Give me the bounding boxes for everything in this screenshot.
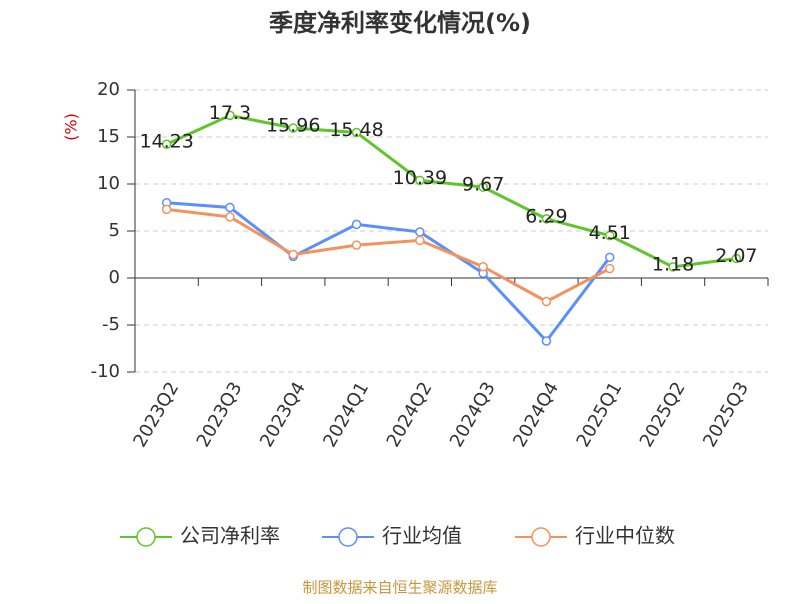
x-tick-label: 2024Q3 [446,379,500,451]
legend-marker [338,527,358,547]
data-point [351,240,362,250]
data-point [478,182,488,192]
x-tick-label: 2024Q4 [509,379,563,451]
data-point [161,204,172,215]
data-label: 15.96 [266,114,320,136]
data-label: 2.07 [715,245,757,267]
data-point [225,202,235,213]
data-point [415,175,425,186]
data-point [541,336,552,346]
x-tick-label: 2023Q3 [193,379,247,451]
data-point [605,230,615,241]
legend-marker [531,527,551,547]
legend-label: 行业中位数 [575,524,675,548]
data-point [225,212,235,222]
data-point [415,227,425,237]
series-line [166,201,611,344]
y-tick-label: -5 [102,314,120,335]
y-tick-label: -10 [91,361,120,382]
legend-marker [136,527,156,547]
data-label: 15.48 [329,119,383,141]
data-point [731,253,742,264]
y-tick-label: 20 [97,79,120,100]
x-tick-label: 2025Q1 [573,379,627,451]
x-tick-label: 2024Q2 [383,379,437,451]
x-tick-label: 2023Q4 [256,379,310,451]
series-line [166,113,737,269]
legend-label: 公司净利率 [180,524,280,548]
data-point [415,235,425,246]
legend-label: 行业均值 [382,524,462,548]
data-point [225,110,235,121]
data-point [161,139,172,149]
data-point [288,249,298,260]
y-tick-label: 15 [97,126,120,147]
data-point [605,263,615,274]
data-point [541,214,552,224]
source-note: 制图数据来自恒生聚源数据库 [302,579,497,597]
data-label: 4.51 [589,222,631,244]
data-label: 17.3 [209,102,251,124]
data-label: 14.23 [139,131,193,153]
data-label: 10.39 [393,167,447,189]
data-point [351,127,362,138]
x-tick-label: 2025Q2 [636,379,690,451]
y-axis-label: (%) [62,113,81,141]
data-label: 6.29 [525,205,567,227]
data-point [605,252,615,263]
x-tick-label: 2024Q1 [319,379,373,451]
data-point [478,261,488,272]
data-label: 1.18 [652,253,694,275]
data-point [541,296,552,307]
y-tick-label: 10 [97,173,120,194]
data-point [351,219,362,230]
x-tick-label: 2025Q3 [699,379,753,451]
x-tick-label: 2023Q2 [129,379,183,451]
data-point [288,123,298,133]
data-label: 9.67 [462,174,504,196]
chart-title: 季度净利率变化情况(%) [269,9,531,37]
data-point [668,262,678,272]
series-line [166,207,611,304]
y-tick-label: 5 [109,220,120,241]
y-tick-label: 0 [109,267,120,288]
